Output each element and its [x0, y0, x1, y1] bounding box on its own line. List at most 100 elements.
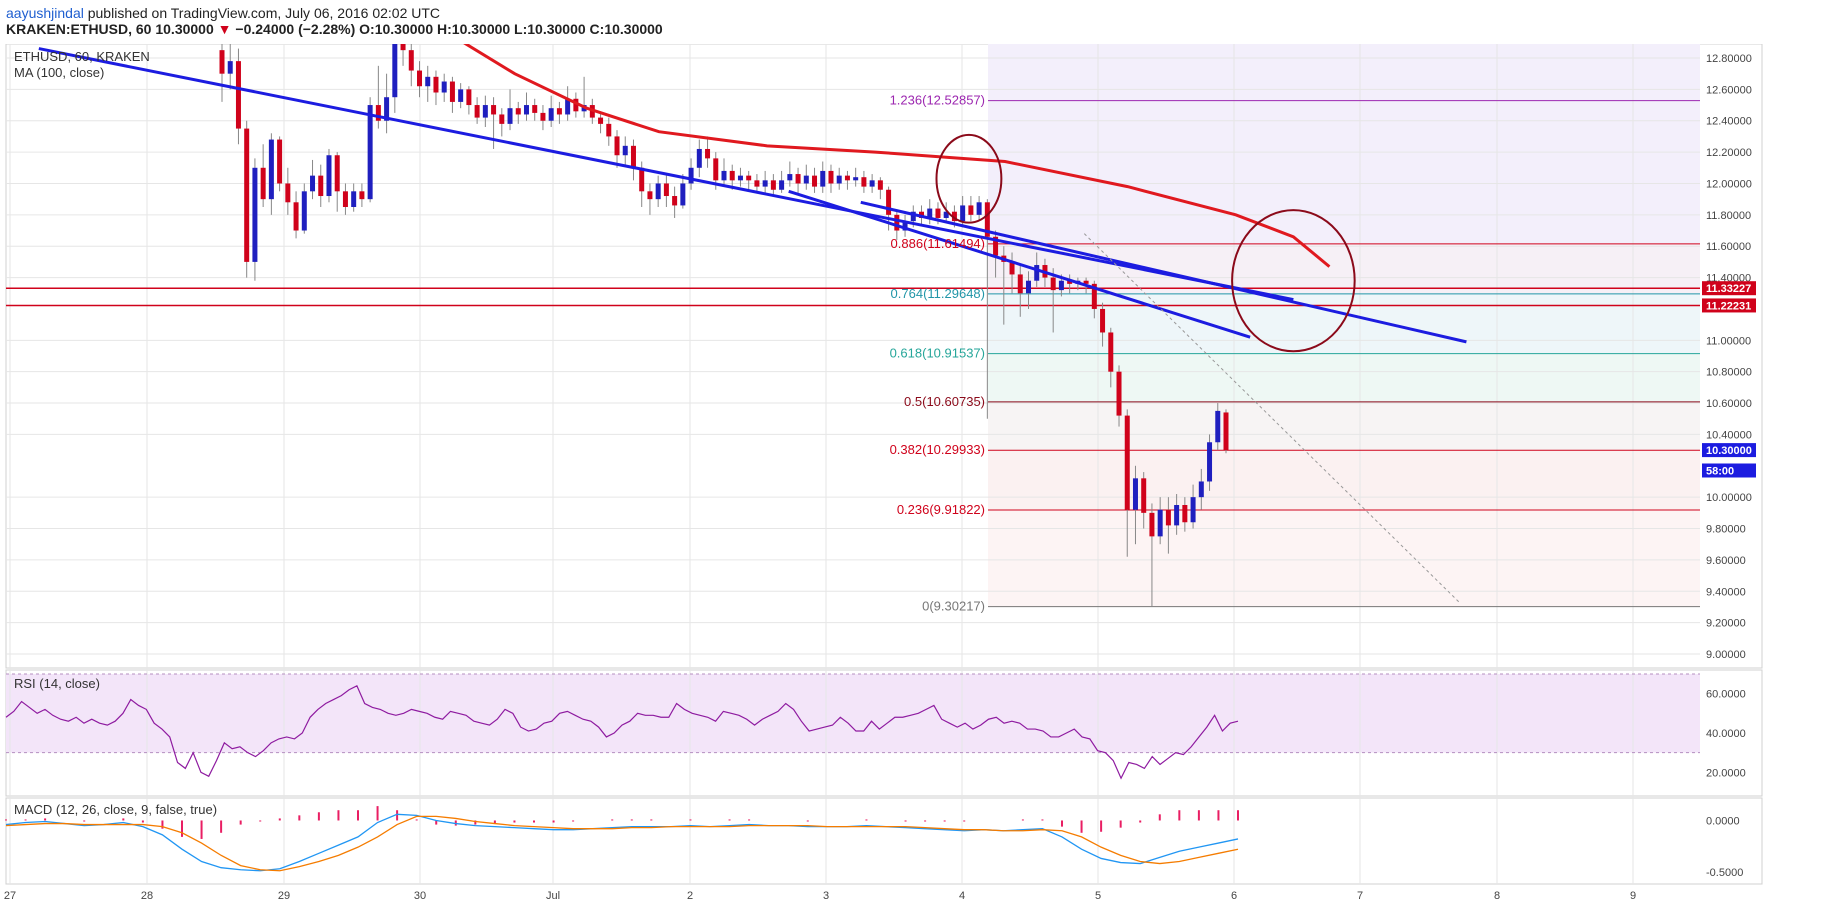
time-tick-label: 28 [141, 890, 153, 902]
bear-candle [1124, 415, 1130, 510]
price-chart[interactable]: 12.80000 12.60000 12.40000 12.20000 12.00000… [0, 44, 1824, 907]
rsi-tick-label: 20.0000 [1706, 767, 1746, 779]
bear-candle [844, 175, 850, 181]
candles [219, 44, 1229, 607]
fib-zone [988, 293, 1700, 354]
time-tick-label: 5 [1095, 890, 1101, 902]
price-change: −0.24000 (−2.28%) [235, 21, 356, 37]
price-tag [1702, 298, 1756, 313]
symbol-legend: ETHUSD, 60, KRAKEN [14, 49, 150, 64]
highlight-circle [935, 133, 1003, 224]
bull-candle [1198, 481, 1204, 498]
bull-candle [853, 177, 859, 181]
bear-candle [1009, 261, 1015, 275]
bear-candle [993, 236, 999, 256]
dashed-projection-line [1083, 233, 1460, 603]
bull-candle [227, 61, 233, 74]
trendline [860, 200, 1467, 344]
bear-candle [1017, 274, 1023, 294]
fib-zone [988, 353, 1700, 402]
bull-candle [622, 145, 628, 156]
bull-candle [779, 180, 785, 190]
bear-candle [729, 170, 735, 181]
fib-level-label: 0.236(9.91822) [897, 502, 985, 517]
bull-candle [1034, 265, 1040, 281]
bear-candle [968, 205, 974, 215]
bull-candle [351, 191, 357, 207]
bear-candle [318, 175, 324, 197]
fib-level-label: 0.5(10.60735) [904, 394, 985, 409]
bear-candle [573, 98, 579, 112]
bull-candle [869, 180, 875, 187]
bull-candle [721, 170, 727, 181]
rsi-legend: RSI (14, close) [14, 676, 100, 691]
bull-candle [1207, 442, 1213, 482]
bull-candle [565, 98, 571, 115]
bear-candle [672, 196, 678, 206]
time-tick-label: 8 [1494, 890, 1500, 902]
bull-candle [425, 76, 431, 87]
publish-line: aayushjindal published on TradingView.co… [6, 5, 440, 21]
time-tick-label: 6 [1231, 890, 1237, 902]
bull-candle [976, 202, 982, 215]
macd-legend: MACD (12, 26, close, 9, false, true) [14, 802, 217, 817]
bear-candle [285, 183, 291, 203]
bull-candle [1215, 410, 1221, 443]
bear-candle [1149, 512, 1155, 537]
bull-candle [655, 183, 661, 200]
price-tag-label: 10.30000 [1706, 445, 1752, 457]
bull-candle [1025, 280, 1031, 294]
price-tick-label: 12.80000 [1706, 53, 1752, 65]
bull-candle [392, 44, 398, 98]
time-tick-label: 4 [959, 890, 965, 902]
author-link[interactable]: aayushjindal [6, 5, 84, 21]
bear-candle [359, 191, 365, 200]
price-tick-label: 9.00000 [1706, 649, 1746, 661]
bull-candle [927, 208, 933, 218]
bear-candle [400, 44, 406, 51]
bear-candle [499, 114, 505, 124]
price-tick-label: 12.20000 [1706, 147, 1752, 159]
bear-candle [639, 167, 645, 192]
price-tick-label: 11.60000 [1706, 241, 1751, 253]
time-tick-label: 9 [1630, 890, 1636, 902]
bear-candle [877, 180, 883, 190]
price-tick-label: 9.60000 [1706, 555, 1746, 567]
time-tick-label: 29 [278, 890, 290, 902]
bear-candle [417, 70, 423, 87]
bull-candle [458, 89, 464, 102]
price-tick-label: 11.80000 [1706, 210, 1751, 222]
bull-candle [902, 221, 908, 231]
bull-candle [548, 108, 554, 121]
bear-candle [770, 180, 776, 190]
overlays [5, 44, 1467, 872]
fib-zone-top [988, 44, 1700, 101]
bear-candle [219, 50, 225, 74]
price-tag-label: 11.22231 [1706, 300, 1751, 312]
bull-candle [252, 167, 258, 262]
last-price: 10.30000 [155, 21, 214, 37]
macd-tick-label: 0.0000 [1706, 815, 1740, 827]
bear-candle [1141, 478, 1147, 513]
bear-candle [951, 211, 957, 222]
bull-candle [1190, 497, 1196, 523]
bear-candle [1182, 505, 1188, 523]
bull-candle [910, 211, 916, 222]
bear-candle [746, 175, 752, 181]
bull-candle [836, 175, 842, 184]
bear-candle [277, 139, 283, 184]
bear-candle [1083, 280, 1089, 284]
bear-candle [515, 108, 521, 115]
published-text: published on TradingView.com, July 06, 2… [83, 5, 441, 21]
fib-level-label: 0(9.30217) [922, 599, 985, 614]
bear-candle [466, 89, 472, 106]
bear-candle [812, 175, 818, 187]
bear-candle [1100, 308, 1106, 333]
bear-candle [244, 128, 250, 262]
bear-candle [630, 145, 636, 168]
bear-candle [532, 105, 538, 113]
price-tag [1702, 281, 1756, 296]
bear-candle [1165, 509, 1171, 526]
bear-candle [713, 158, 719, 181]
price-tick-label: 12.00000 [1706, 178, 1752, 190]
